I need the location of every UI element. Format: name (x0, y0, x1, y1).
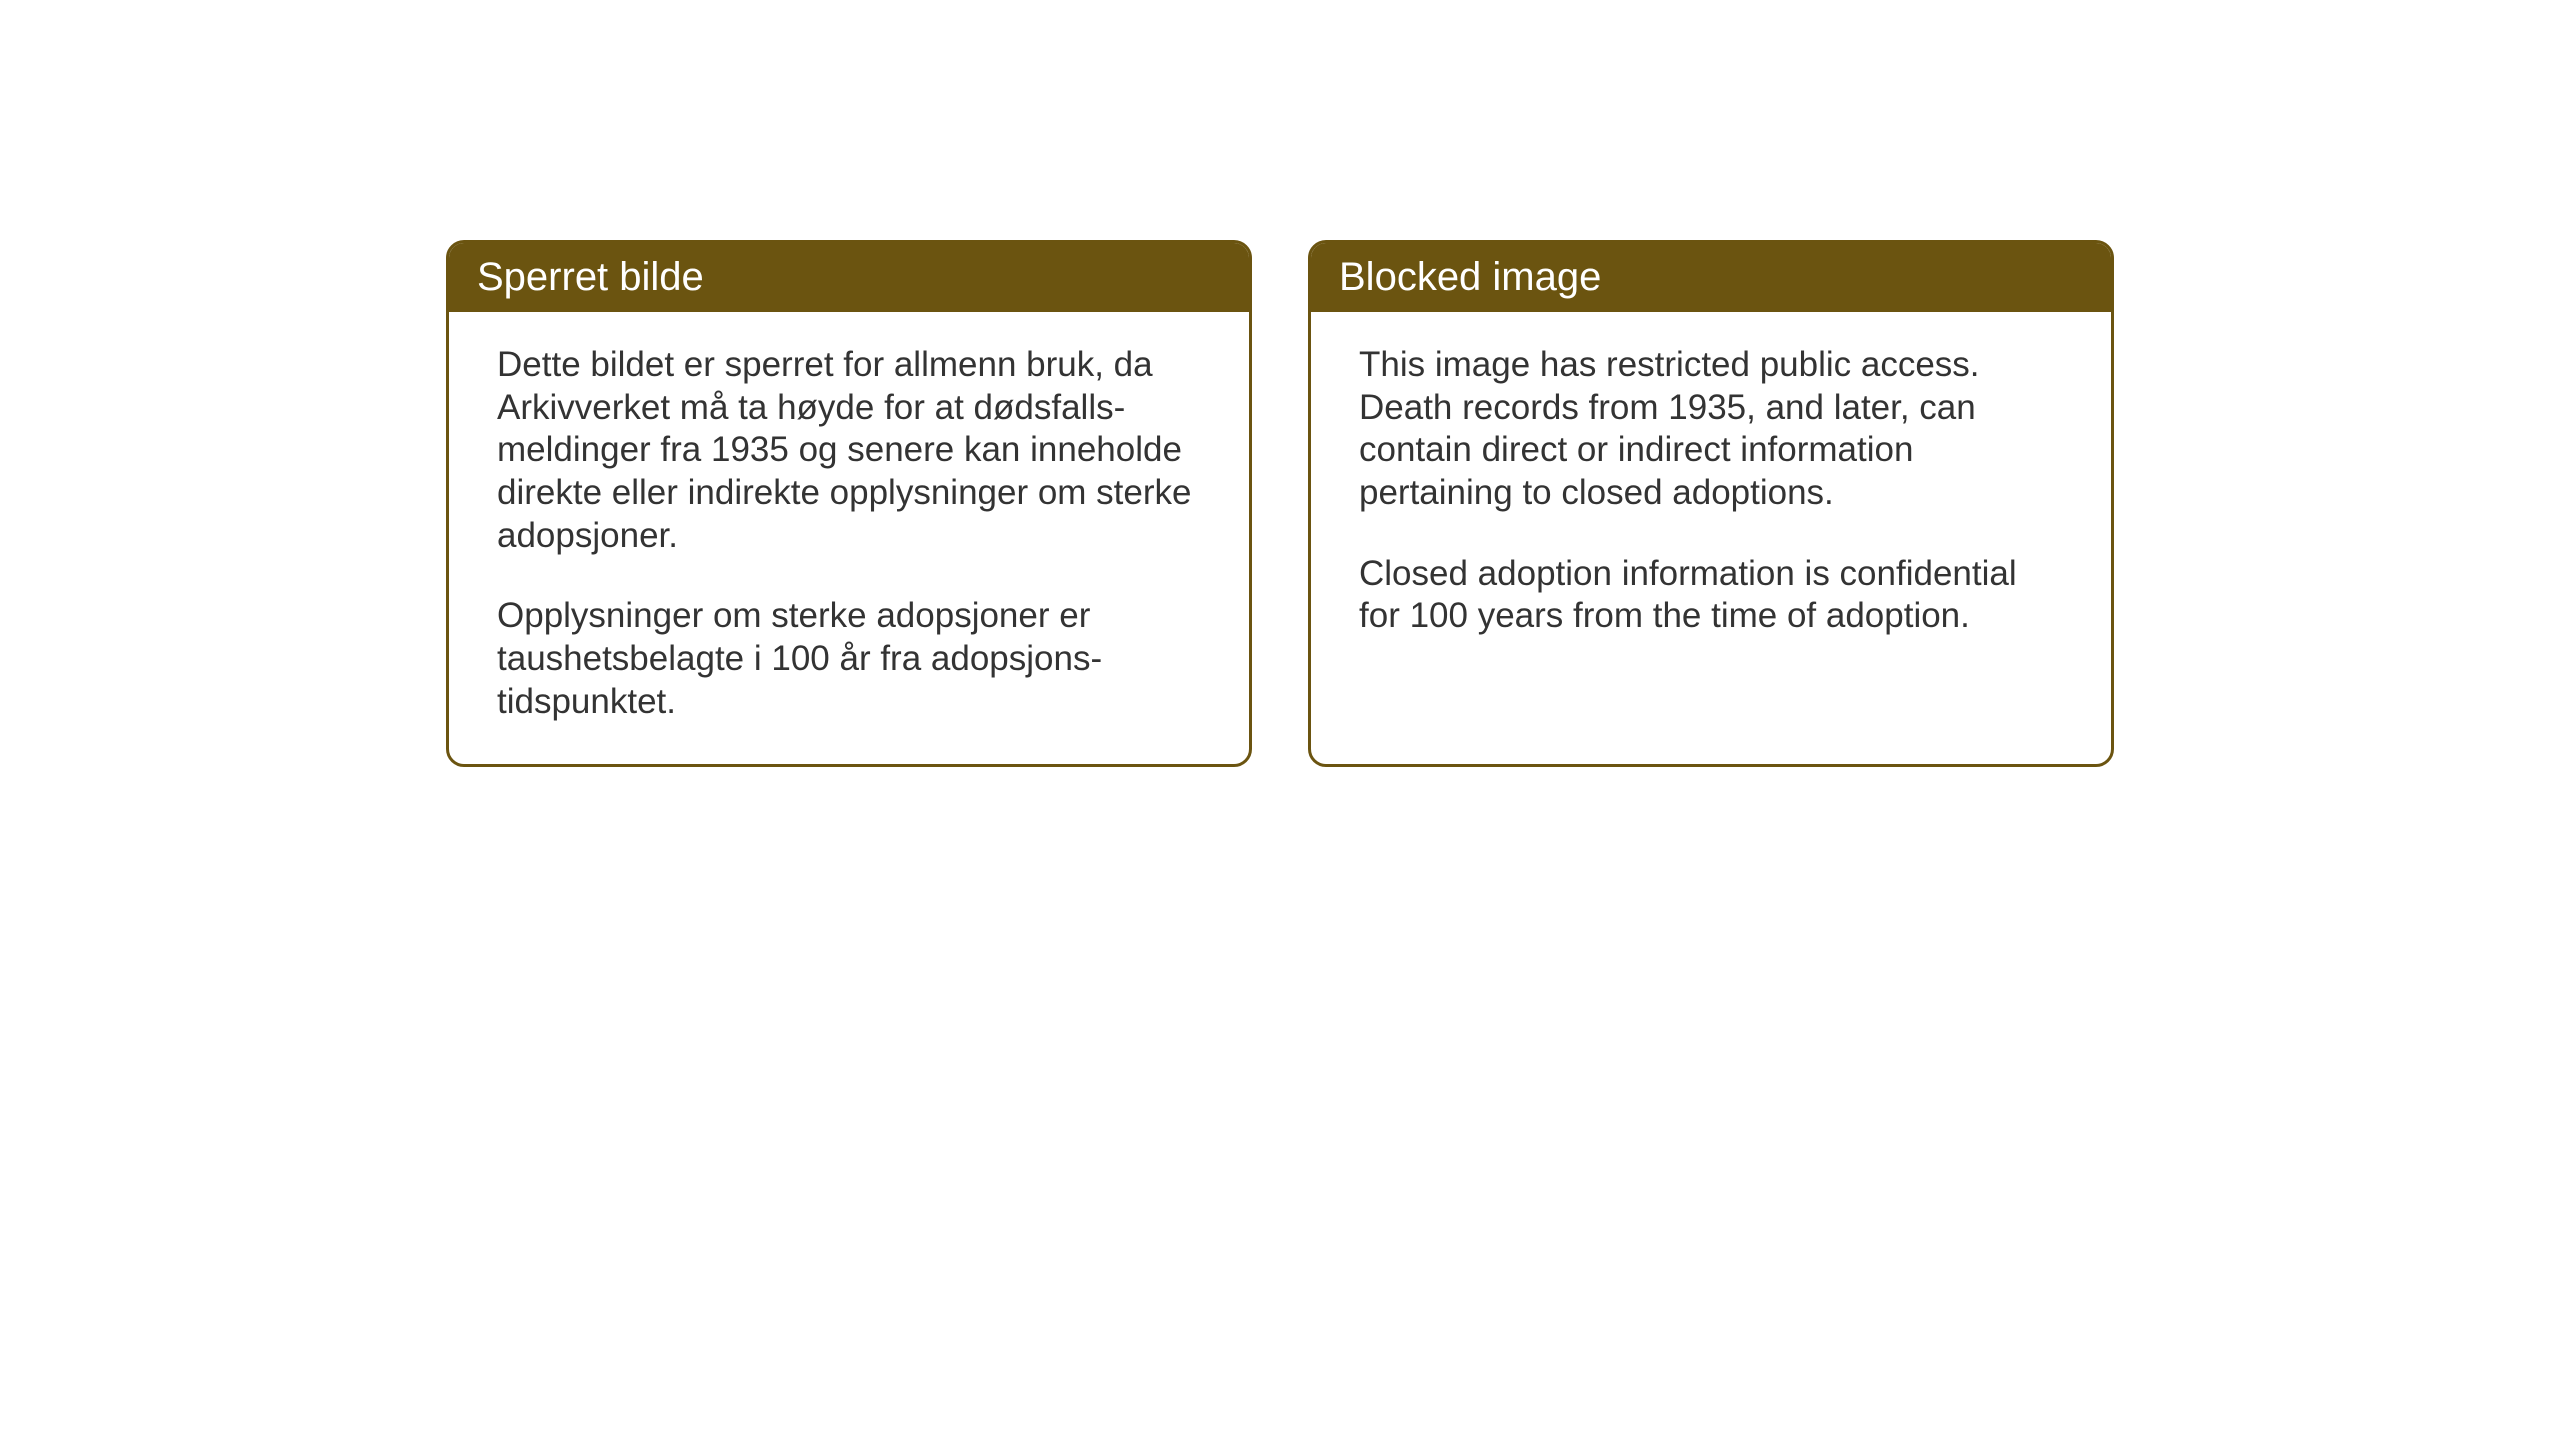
card-paragraph: Closed adoption information is confident… (1359, 553, 2063, 638)
notice-card-english: Blocked image This image has restricted … (1308, 240, 2114, 767)
card-header: Blocked image (1311, 243, 2111, 312)
card-body: Dette bildet er sperret for allmenn bruk… (449, 312, 1249, 764)
card-title: Blocked image (1339, 255, 1601, 299)
card-body: This image has restricted public access.… (1311, 312, 2111, 678)
card-paragraph: Opplysninger om sterke adopsjoner er tau… (497, 595, 1201, 723)
notice-card-norwegian: Sperret bilde Dette bildet er sperret fo… (446, 240, 1252, 767)
card-paragraph: This image has restricted public access.… (1359, 344, 2063, 515)
card-header: Sperret bilde (449, 243, 1249, 312)
notice-container: Sperret bilde Dette bildet er sperret fo… (446, 240, 2114, 767)
card-title: Sperret bilde (477, 255, 704, 299)
card-paragraph: Dette bildet er sperret for allmenn bruk… (497, 344, 1201, 557)
